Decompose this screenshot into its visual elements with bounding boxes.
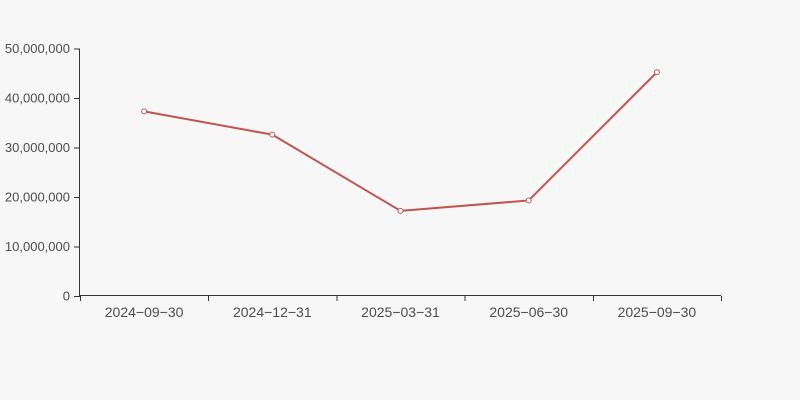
y-tick-label: 50,000,000 — [5, 41, 70, 56]
y-tick-label: 20,000,000 — [5, 190, 70, 205]
x-tick-label: 2024−09−30 — [105, 304, 184, 320]
data-point-marker[interactable] — [653, 69, 660, 76]
x-tick-label: 2025−03−31 — [361, 304, 440, 320]
x-tick-label: 2025−09−30 — [618, 304, 697, 320]
y-tick-label: 10,000,000 — [5, 239, 70, 254]
data-point-marker[interactable] — [141, 108, 148, 115]
y-tick-label: 40,000,000 — [5, 91, 70, 106]
y-tick-label: 30,000,000 — [5, 140, 70, 155]
x-tick-label: 2025−06−30 — [489, 304, 568, 320]
data-point-marker[interactable] — [269, 131, 276, 138]
data-point-marker[interactable] — [525, 197, 532, 204]
x-tick-label: 2024−12−31 — [233, 304, 312, 320]
y-tick-label: 0 — [63, 289, 70, 304]
data-point-marker[interactable] — [397, 207, 404, 214]
